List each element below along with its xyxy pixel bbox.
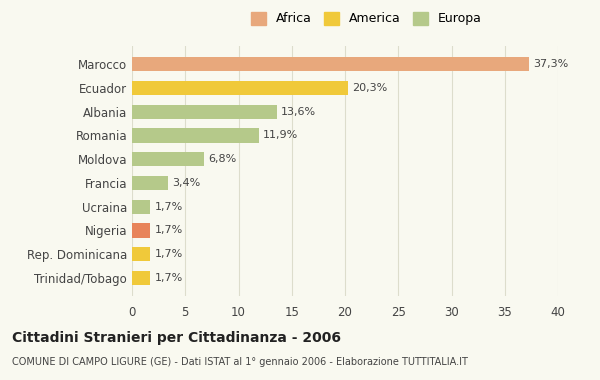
Bar bbox=[132, 223, 150, 238]
Bar bbox=[132, 81, 348, 95]
Bar bbox=[132, 200, 150, 214]
Text: COMUNE DI CAMPO LIGURE (GE) - Dati ISTAT al 1° gennaio 2006 - Elaborazione TUTTI: COMUNE DI CAMPO LIGURE (GE) - Dati ISTAT… bbox=[12, 357, 468, 367]
Text: Cittadini Stranieri per Cittadinanza - 2006: Cittadini Stranieri per Cittadinanza - 2… bbox=[12, 331, 341, 345]
Bar bbox=[132, 271, 150, 285]
Text: 1,7%: 1,7% bbox=[154, 273, 182, 283]
Bar bbox=[132, 247, 150, 261]
Bar bbox=[132, 128, 259, 142]
Text: 11,9%: 11,9% bbox=[263, 130, 298, 140]
Text: 20,3%: 20,3% bbox=[352, 83, 388, 93]
Bar bbox=[132, 105, 277, 119]
Text: 1,7%: 1,7% bbox=[154, 202, 182, 212]
Text: 1,7%: 1,7% bbox=[154, 225, 182, 235]
Bar bbox=[132, 176, 168, 190]
Legend: Africa, America, Europa: Africa, America, Europa bbox=[245, 7, 487, 30]
Bar bbox=[132, 57, 529, 71]
Text: 13,6%: 13,6% bbox=[281, 107, 316, 117]
Text: 3,4%: 3,4% bbox=[172, 178, 201, 188]
Text: 6,8%: 6,8% bbox=[209, 154, 237, 164]
Text: 1,7%: 1,7% bbox=[154, 249, 182, 259]
Text: 37,3%: 37,3% bbox=[533, 59, 569, 69]
Bar bbox=[132, 152, 205, 166]
